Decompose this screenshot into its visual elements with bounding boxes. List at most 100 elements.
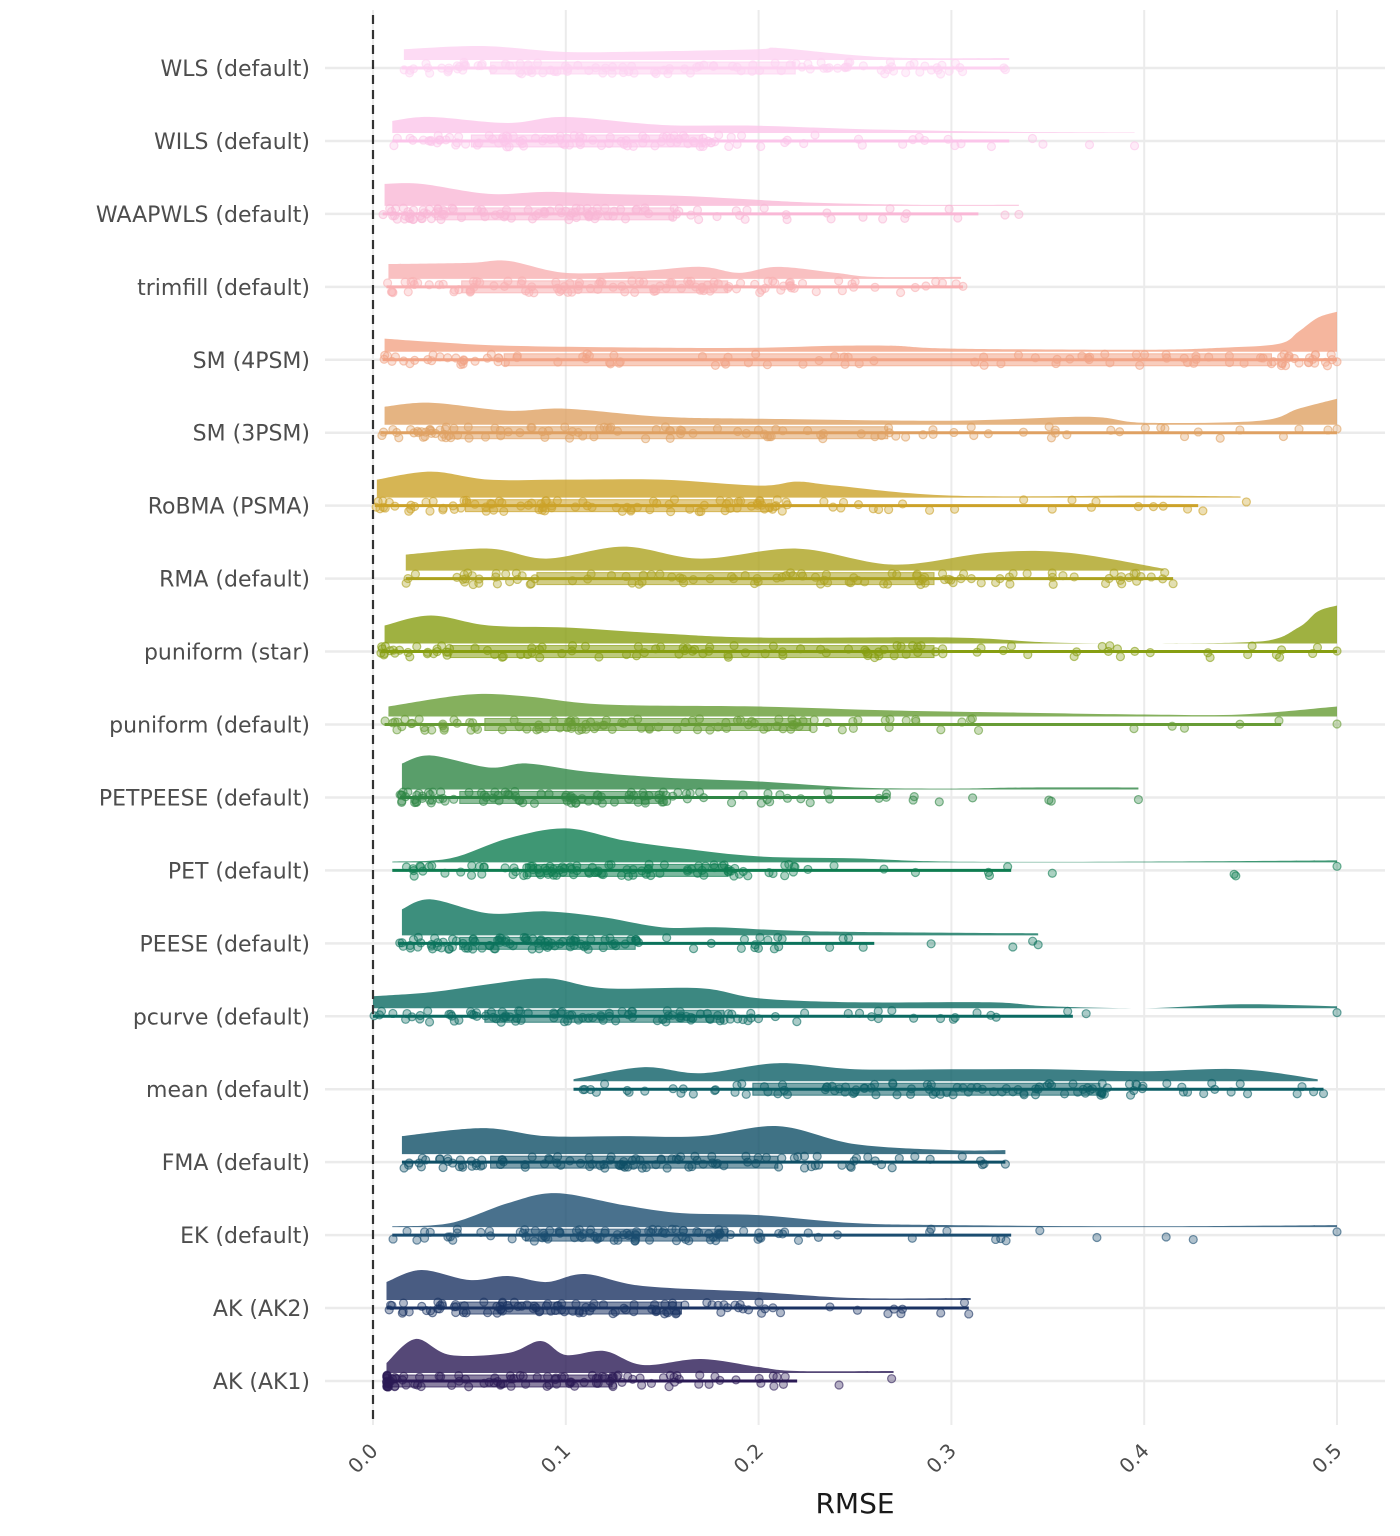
density-curve <box>392 1193 1337 1228</box>
data-point <box>450 285 460 295</box>
data-point <box>1210 1084 1220 1094</box>
data-point <box>895 287 906 298</box>
data-point <box>559 1372 569 1382</box>
data-point <box>534 645 545 655</box>
data-point <box>405 943 416 953</box>
data-point <box>1167 721 1177 731</box>
data-point <box>535 652 545 663</box>
data-point <box>465 717 475 728</box>
data-point <box>1112 644 1123 654</box>
y-tick-label: puniform (default) <box>109 714 310 739</box>
data-point <box>454 132 464 142</box>
data-point <box>726 798 737 808</box>
density-curve <box>384 398 1337 425</box>
data-point <box>1105 358 1115 368</box>
data-point <box>1308 354 1318 364</box>
data-point <box>720 357 730 367</box>
data-point <box>389 141 399 151</box>
data-point <box>809 715 819 725</box>
data-point <box>1067 495 1077 505</box>
data-point <box>483 1308 493 1318</box>
data-point <box>780 871 790 881</box>
data-point <box>957 66 968 77</box>
data-point <box>948 1014 958 1024</box>
data-point <box>573 60 583 70</box>
data-point <box>472 140 482 150</box>
data-point <box>660 1299 670 1309</box>
data-point <box>634 579 644 589</box>
data-point <box>651 644 661 654</box>
data-point <box>887 1006 897 1016</box>
data-point <box>753 1014 764 1024</box>
data-point <box>444 944 454 954</box>
data-point <box>759 203 769 213</box>
data-point <box>1199 1088 1209 1099</box>
data-point <box>619 1303 629 1313</box>
data-point <box>852 1305 863 1315</box>
data-point <box>646 1378 657 1389</box>
data-point <box>747 716 757 727</box>
data-point <box>931 277 941 287</box>
data-point <box>638 277 649 287</box>
data-point <box>515 427 525 438</box>
data-point <box>743 1305 754 1315</box>
data-point <box>644 724 655 734</box>
data-point <box>774 942 784 952</box>
x-tick-label: 0.3 <box>921 1439 960 1478</box>
data-point <box>549 1008 559 1018</box>
data-point <box>905 60 915 70</box>
data-point <box>663 69 673 79</box>
data-point <box>461 139 471 149</box>
data-point <box>443 353 453 363</box>
data-point <box>553 357 563 367</box>
data-point <box>900 432 911 442</box>
data-point <box>578 352 588 362</box>
data-point <box>798 571 808 581</box>
data-point <box>671 1309 681 1319</box>
data-point <box>675 573 685 583</box>
data-point <box>1008 568 1018 579</box>
data-point <box>497 1007 507 1017</box>
data-point <box>1096 1090 1106 1100</box>
data-point <box>589 1231 600 1241</box>
data-point <box>998 645 1008 656</box>
data-point <box>436 1371 446 1382</box>
data-point <box>956 574 966 584</box>
data-point <box>605 132 615 142</box>
data-point <box>723 864 733 874</box>
data-point <box>969 430 979 441</box>
data-point <box>909 792 919 802</box>
density-curve <box>388 693 1337 717</box>
data-point <box>577 1232 587 1243</box>
data-point <box>605 359 616 369</box>
data-point <box>733 426 743 437</box>
y-tick-label: FMA (default) <box>162 1151 310 1176</box>
data-point <box>476 1227 486 1237</box>
data-point <box>979 1159 989 1169</box>
data-point <box>388 1008 398 1019</box>
data-point <box>425 424 435 434</box>
data-point <box>620 214 631 224</box>
x-axis-ticks: 0.0 0.1 0.2 0.3 0.4 0.5 <box>343 1439 1346 1478</box>
data-point <box>874 504 884 515</box>
data-point <box>481 502 491 512</box>
data-point <box>479 1297 489 1307</box>
data-point <box>741 1151 751 1161</box>
data-point <box>1044 795 1054 805</box>
data-point <box>977 1084 988 1094</box>
data-point <box>544 789 554 799</box>
data-point <box>449 794 459 804</box>
data-point <box>682 865 693 875</box>
data-point <box>1256 353 1266 363</box>
data-point <box>390 352 401 362</box>
data-point <box>501 569 511 579</box>
data-point <box>405 209 415 219</box>
data-point <box>777 1153 787 1163</box>
data-point <box>997 1087 1007 1097</box>
data-point <box>1097 1078 1107 1089</box>
data-point <box>529 1301 540 1311</box>
data-point <box>1129 1085 1139 1096</box>
data-point <box>401 1014 411 1024</box>
data-point <box>477 943 487 953</box>
data-point <box>612 1229 622 1240</box>
